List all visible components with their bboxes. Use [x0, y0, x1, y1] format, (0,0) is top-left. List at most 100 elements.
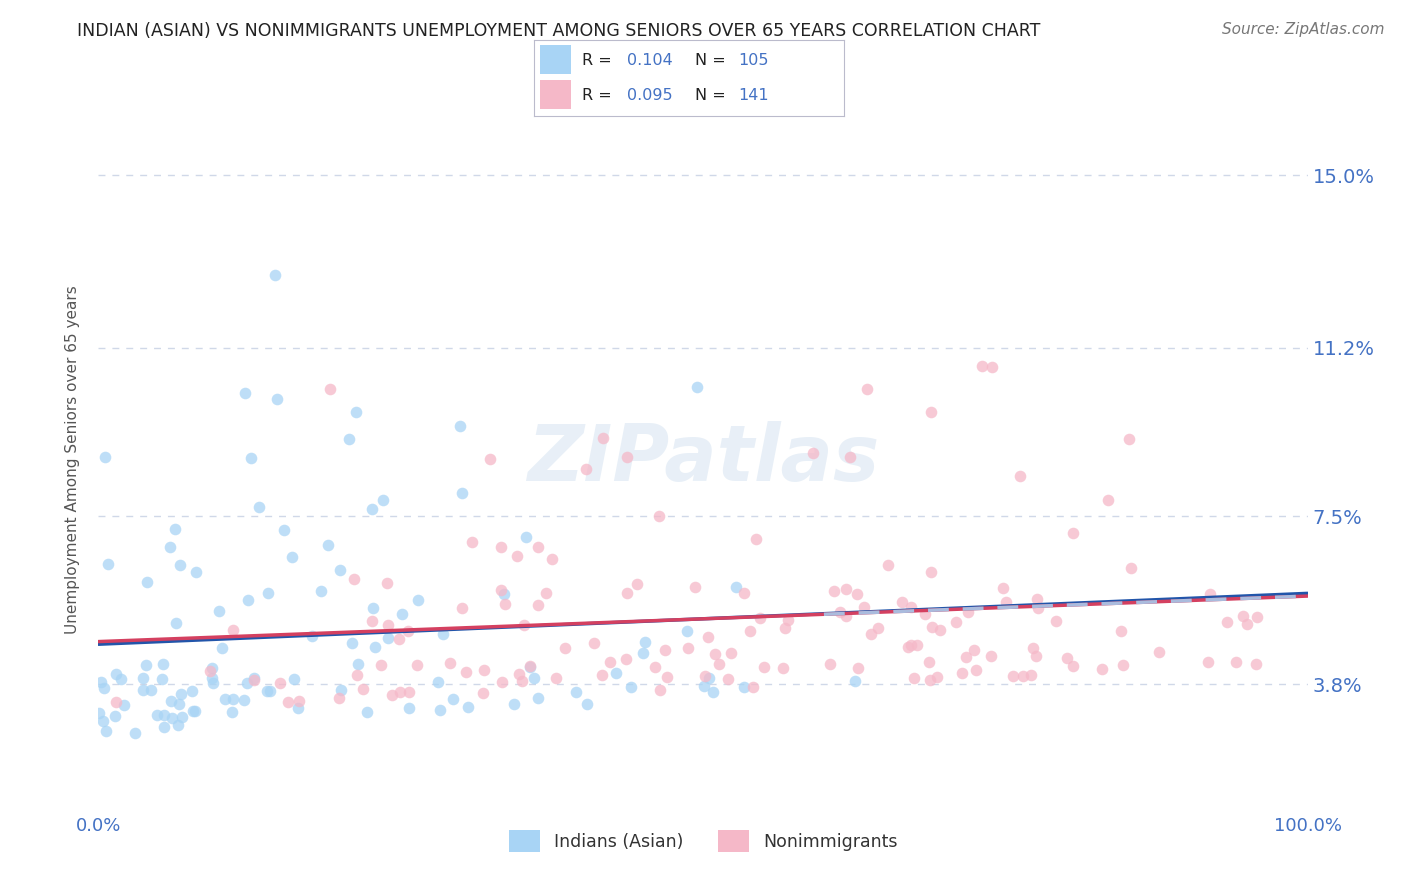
- Point: [1216, 615, 1239, 629]
- Point: [733, 586, 755, 600]
- Text: ZIPatlas: ZIPatlas: [527, 421, 879, 498]
- Point: [620, 681, 643, 695]
- Point: [449, 418, 471, 433]
- Point: [801, 446, 824, 460]
- Point: [626, 576, 648, 591]
- Point: [439, 657, 461, 671]
- Point: [697, 671, 720, 685]
- Point: [605, 665, 627, 680]
- Point: [1197, 655, 1219, 669]
- Point: [693, 679, 716, 693]
- Point: [965, 663, 987, 677]
- Point: [1001, 669, 1024, 683]
- Point: [159, 694, 181, 708]
- Point: [565, 685, 588, 699]
- Point: [375, 575, 398, 590]
- Point: [1008, 468, 1031, 483]
- Point: [339, 432, 361, 446]
- Point: [328, 690, 350, 705]
- Point: [980, 359, 1002, 374]
- Text: INDIAN (ASIAN) VS NONIMMIGRANTS UNEMPLOYMENT AMONG SENIORS OVER 65 YEARS CORRELA: INDIAN (ASIAN) VS NONIMMIGRANTS UNEMPLOY…: [77, 22, 1040, 40]
- Point: [183, 704, 205, 718]
- Point: [153, 720, 176, 734]
- Point: [316, 538, 339, 552]
- Text: 0.095: 0.095: [627, 88, 672, 103]
- Point: [1056, 651, 1078, 665]
- Point: [492, 587, 515, 601]
- Point: [398, 684, 420, 698]
- Point: [657, 670, 679, 684]
- Point: [398, 701, 420, 715]
- Point: [856, 382, 879, 396]
- Point: [773, 621, 796, 635]
- Text: 141: 141: [738, 88, 769, 103]
- Point: [599, 655, 621, 669]
- Point: [377, 617, 399, 632]
- Point: [287, 694, 309, 708]
- Point: [287, 701, 309, 715]
- Point: [356, 705, 378, 719]
- Point: [1147, 645, 1170, 659]
- Point: [724, 580, 747, 594]
- Point: [1022, 641, 1045, 656]
- Point: [89, 706, 111, 720]
- Point: [508, 667, 530, 681]
- Point: [536, 585, 558, 599]
- Point: [696, 630, 718, 644]
- Point: [200, 661, 222, 675]
- Point: [1109, 624, 1132, 638]
- Point: [778, 614, 800, 628]
- Point: [512, 617, 534, 632]
- Point: [269, 676, 291, 690]
- Point: [389, 685, 412, 699]
- Point: [471, 686, 494, 700]
- Point: [860, 627, 883, 641]
- Point: [502, 697, 524, 711]
- Point: [181, 683, 204, 698]
- Point: [972, 359, 994, 374]
- Point: [370, 658, 392, 673]
- Point: [868, 621, 890, 635]
- Point: [183, 704, 205, 718]
- Point: [441, 692, 464, 706]
- Point: [929, 623, 952, 637]
- Point: [364, 640, 387, 655]
- Point: [94, 450, 117, 464]
- Text: R =: R =: [582, 54, 617, 68]
- Point: [89, 675, 111, 690]
- Point: [221, 705, 243, 719]
- Point: [1246, 610, 1268, 624]
- Point: [208, 604, 231, 618]
- Point: [256, 585, 278, 599]
- Point: [1232, 609, 1254, 624]
- Point: [214, 691, 236, 706]
- Point: [963, 642, 986, 657]
- Point: [377, 631, 399, 645]
- Point: [259, 684, 281, 698]
- Point: [846, 661, 869, 675]
- Point: [707, 657, 730, 672]
- Point: [135, 657, 157, 672]
- Point: [201, 676, 224, 690]
- Point: [921, 620, 943, 634]
- Point: [852, 599, 875, 614]
- Point: [592, 431, 614, 445]
- Point: [828, 605, 851, 619]
- Point: [153, 708, 176, 723]
- Point: [945, 615, 967, 629]
- Text: N =: N =: [695, 54, 731, 68]
- Point: [456, 665, 478, 679]
- Point: [835, 609, 858, 624]
- Point: [222, 691, 245, 706]
- Point: [104, 709, 127, 723]
- Point: [277, 695, 299, 709]
- Point: [1062, 659, 1084, 673]
- Point: [918, 655, 941, 669]
- Point: [170, 687, 193, 701]
- Point: [340, 636, 363, 650]
- Point: [451, 600, 474, 615]
- Point: [1112, 657, 1135, 672]
- Point: [159, 540, 181, 554]
- Point: [1199, 587, 1222, 601]
- Point: [591, 668, 613, 682]
